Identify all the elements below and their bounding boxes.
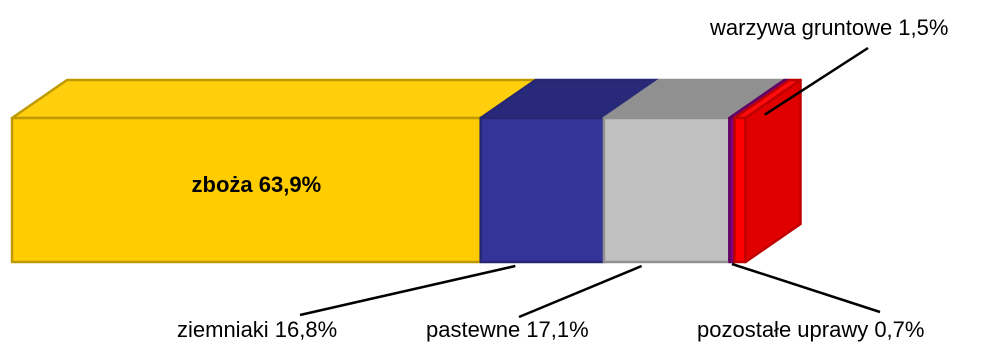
- leader-lines: [299, 46, 881, 319]
- bar-front-warzywa-gruntowe: [733, 116, 747, 264]
- bar-segments: [10, 78, 802, 264]
- bar-front-pastewne: [602, 116, 731, 264]
- label-warzywa-gruntowe: warzywa gruntowe 1,5%: [709, 15, 948, 40]
- bar-side-warzywa-gruntowe: [744, 78, 802, 264]
- leader-warzywa-gruntowe: [764, 46, 869, 116]
- label-zboza: zboża 63,9%: [192, 172, 322, 197]
- label-pastewne: pastewne 17,1%: [426, 317, 589, 342]
- segment-labels: zboża 63,9% ziemniaki 16,8% pastewne 17,…: [177, 15, 948, 342]
- label-ziemniaki: ziemniaki 16,8%: [177, 317, 337, 342]
- bar-top-zboza: [10, 78, 537, 120]
- leader-pozostale-uprawy: [731, 262, 881, 314]
- leader-pastewne: [518, 264, 643, 319]
- bar-front-ziemniaki: [479, 116, 606, 264]
- label-pozostale-uprawy: pozostałe uprawy 0,7%: [697, 317, 924, 342]
- leader-ziemniaki: [299, 264, 516, 317]
